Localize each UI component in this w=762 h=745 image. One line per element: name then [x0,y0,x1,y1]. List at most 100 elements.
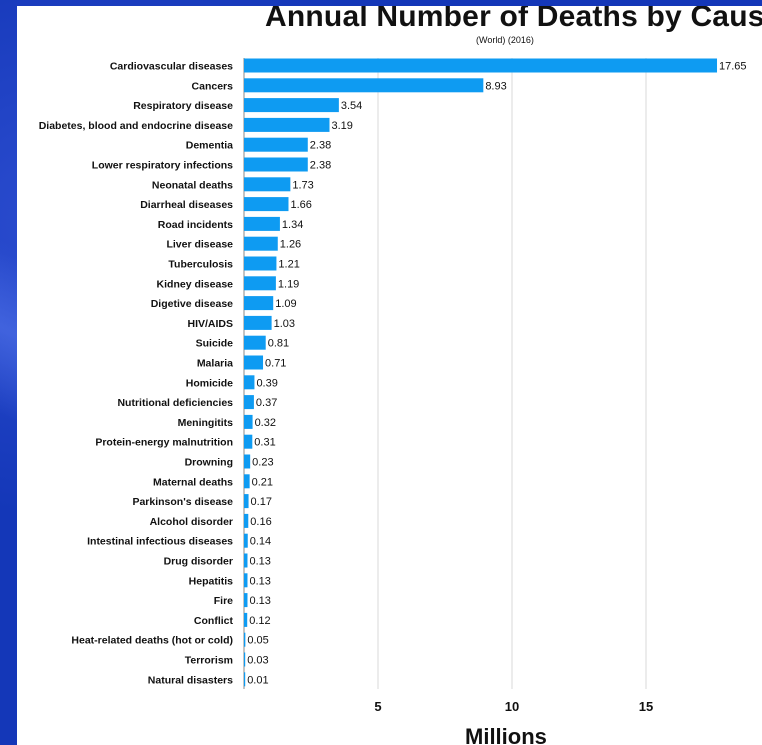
category-label: HIV/AIDS [187,318,233,330]
category-label: Respiratory disease [133,100,233,112]
data-label: 0.05 [247,635,268,647]
category-label: Kidney disease [157,278,234,290]
x-axis-label: Millions [465,724,547,745]
bar [244,434,253,449]
bar [244,494,249,509]
data-label: 1.26 [280,239,301,251]
data-label: 0.13 [249,595,270,607]
category-label: Neonatal deaths [152,179,233,191]
bar [244,177,291,192]
category-label: Liver disease [166,239,233,251]
data-label: 0.13 [249,556,270,568]
bar [244,612,248,627]
data-label: 0.81 [268,338,289,350]
bar [244,474,250,489]
data-label: 0.71 [265,358,286,370]
x-tick-label: 10 [505,699,519,714]
bar [244,573,248,588]
bar [244,672,246,687]
bar [244,553,248,568]
data-label: 1.66 [290,199,311,211]
category-label: Digetive disease [151,298,233,310]
category-label: Homicide [186,377,233,389]
data-label: 2.38 [310,140,331,152]
bar [244,276,276,291]
data-label: 1.09 [275,298,296,310]
data-label: 0.39 [256,377,277,389]
chart-subtitle: (World) (2016) [476,35,534,45]
bar [244,117,330,132]
data-label: 3.19 [331,120,352,132]
data-label: 0.12 [249,615,270,627]
category-label: Intestinal infectious diseases [87,536,233,548]
bar [244,593,248,608]
data-label: 1.73 [292,179,313,191]
data-label: 3.54 [341,100,362,112]
x-tick-label: 15 [639,699,653,714]
category-label: Parkinson's disease [132,496,233,508]
category-label: Drowning [185,457,233,469]
category-label: Drug disorder [164,556,233,568]
category-label: Natural disasters [148,674,233,686]
category-label: Cancers [192,80,234,92]
bar [244,513,249,528]
data-label: 0.32 [255,417,276,429]
category-label: Hepatitis [189,575,234,587]
data-label: 2.38 [310,160,331,172]
bar [244,395,254,410]
bar-chart: 5 10 15 Cardiovascular diseases 17.65 Cancers… [39,58,747,714]
bar [244,355,264,370]
category-label: Malaria [197,358,233,370]
data-label: 0.17 [251,496,272,508]
data-label: 0.16 [250,516,271,528]
data-label: 0.31 [254,437,275,449]
category-label: Diabetes, blood and endocrine disease [39,120,233,132]
data-label: 0.01 [247,674,268,686]
category-label: Meningitits [178,417,234,429]
chart-panel: Annual Number of Deaths by Caus (World) … [17,6,762,745]
data-label: 0.13 [249,575,270,587]
category-label: Terrorism [185,655,233,667]
bar [244,375,255,390]
data-label: 1.19 [278,278,299,290]
bar [244,197,289,212]
category-label: Conflict [194,615,234,627]
data-label: 1.03 [274,318,295,330]
x-tick-label: 5 [374,699,381,714]
bar [244,78,484,93]
bar [244,137,308,152]
bar [244,256,277,271]
category-label: Suicide [196,338,234,350]
bar [244,533,248,548]
data-label: 17.65 [719,61,747,73]
bar [244,652,246,667]
bar [244,157,308,172]
bar [244,236,278,251]
data-label: 0.14 [250,536,271,548]
data-label: 0.03 [247,655,268,667]
data-label: 0.37 [256,397,277,409]
bar [244,414,253,429]
data-label: 0.21 [252,476,273,488]
category-label: Cardiovascular diseases [110,61,233,73]
bar [244,315,272,330]
data-label: 1.34 [282,219,303,231]
bar [244,98,339,113]
bar [244,335,266,350]
category-label: Maternal deaths [153,476,233,488]
category-label: Road incidents [158,219,233,231]
category-label: Alcohol disorder [150,516,233,528]
category-label: Fire [214,595,233,607]
data-label: 0.23 [252,457,273,469]
data-label: 8.93 [485,80,506,92]
category-label: Lower respiratory infections [92,160,233,172]
category-label: Tuberculosis [168,259,233,271]
chart-title: Annual Number of Deaths by Caus [265,6,762,33]
bar [244,58,718,73]
bar [244,296,274,311]
bar [244,216,280,231]
category-label: Heat-related deaths (hot or cold) [71,635,233,647]
data-label: 1.21 [278,259,299,271]
category-label: Diarrheal diseases [140,199,233,211]
category-label: Dementia [186,140,233,152]
